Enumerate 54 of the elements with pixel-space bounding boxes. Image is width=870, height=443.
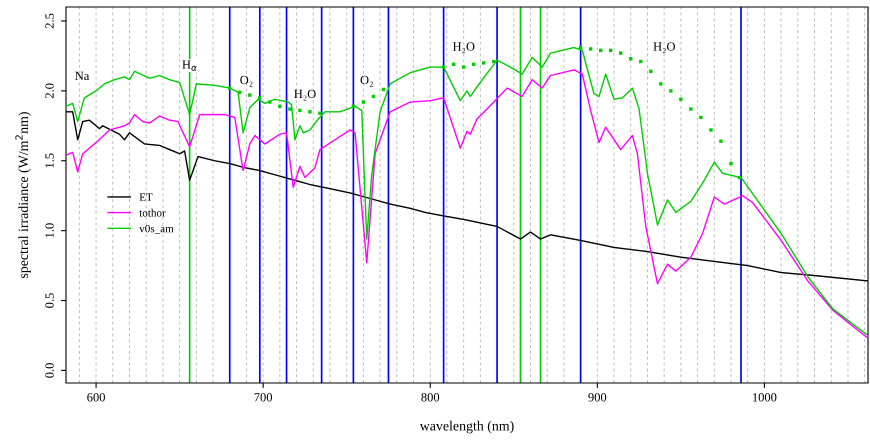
x-tick-label: 700	[254, 393, 272, 402]
point	[318, 112, 322, 115]
annotation: O₂	[240, 76, 252, 87]
y-tick-label: 1.0	[45, 223, 54, 238]
point	[372, 94, 376, 98]
point	[472, 62, 476, 66]
point	[649, 70, 652, 73]
point	[588, 47, 592, 51]
legend-label: ET	[140, 194, 153, 201]
point	[738, 176, 742, 180]
point	[452, 62, 456, 66]
x-tick-label: 800	[421, 393, 440, 402]
point	[619, 51, 622, 55]
point	[268, 100, 272, 104]
point	[578, 46, 582, 50]
annotation: H₂O	[452, 42, 474, 54]
y-tick-label: 0.0	[45, 363, 54, 378]
x-tick-label: 600	[87, 393, 105, 402]
point	[492, 60, 496, 64]
annotation: H$_{α}$	[182, 60, 197, 71]
point	[709, 128, 713, 132]
point	[228, 86, 232, 90]
y-tick-label: 1.5	[45, 153, 54, 168]
point	[298, 108, 302, 112]
point	[639, 60, 642, 64]
point	[288, 107, 292, 111]
point	[689, 107, 693, 111]
annotation: H₂O	[653, 42, 675, 54]
annotation: O₂	[360, 76, 373, 87]
point	[659, 82, 663, 86]
point	[598, 48, 602, 52]
legend-label: v0s_am	[139, 224, 174, 234]
y-tick-label: 2.0	[45, 84, 54, 98]
point	[482, 61, 486, 65]
point	[308, 110, 312, 114]
x-tick-label: 1000	[753, 393, 776, 402]
annotation: H₂O	[294, 90, 316, 101]
legend-label: tothor	[139, 208, 166, 217]
point	[238, 90, 242, 94]
y-axis-title: spectral irradiance (W/m$^{2}$nm)	[15, 112, 31, 278]
point	[352, 104, 356, 108]
annotation: Na	[75, 72, 90, 80]
point	[248, 93, 252, 97]
x-tick-label: 900	[588, 393, 606, 402]
point	[608, 48, 612, 52]
x-axis-title: wavelength (nm)	[420, 420, 514, 434]
point	[729, 162, 733, 166]
y-tick-label: 0.5	[45, 293, 54, 308]
point	[258, 96, 262, 100]
y-tick-label: 2.5	[45, 14, 54, 28]
point	[719, 139, 723, 143]
point	[442, 65, 446, 69]
point	[699, 116, 703, 120]
point	[669, 89, 673, 93]
